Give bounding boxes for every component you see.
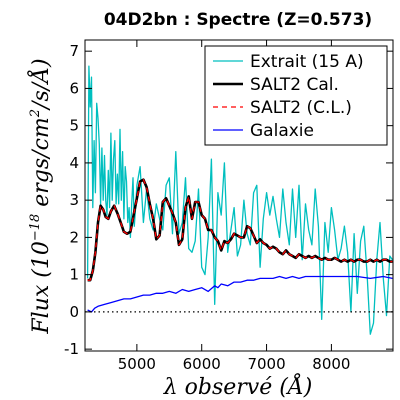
legend-box — [204, 45, 388, 146]
y-tick-label: 1 — [69, 266, 79, 284]
legend-label-2: SALT2 (C.L.) — [250, 98, 352, 118]
x-tick-label: 6000 — [183, 355, 221, 373]
legend-label-0: Extrait (15 A) — [250, 52, 364, 72]
y-tick-label: 2 — [69, 228, 79, 246]
x-tick-label: 7000 — [247, 355, 285, 373]
legend-label-1: SALT2 Cal. — [250, 75, 339, 95]
y-tick-label: 3 — [69, 191, 79, 209]
x-tick-label: 5000 — [118, 355, 156, 373]
y-axis-label: Flux (10−18 ergs/cm2/s/Å) — [26, 58, 54, 334]
series-line-1 — [87, 178, 393, 282]
y-tick-label: 5 — [69, 117, 79, 135]
x-tick-label: 8000 — [312, 355, 350, 373]
legend-label-3: Galaxie — [250, 121, 314, 141]
series-line-3 — [87, 275, 393, 313]
y-tick-label: 6 — [69, 79, 79, 97]
y-tick-label: -1 — [64, 340, 79, 358]
plot-area: 5000 6000 7000 8000 -1 0 1 2 3 4 5 6 7 — [64, 39, 394, 373]
series-layer — [86, 65, 393, 335]
y-tick-label: 4 — [69, 154, 79, 172]
y-tick-label: 7 — [69, 42, 79, 60]
x-axis-label: λ observé (Å) — [163, 372, 313, 400]
chart-title: 04D2bn : Spectre (Z=0.573) — [104, 10, 372, 30]
y-axis: -1 0 1 2 3 4 5 6 7 — [64, 42, 393, 358]
series-line-0 — [86, 65, 393, 335]
plot-frame — [84, 39, 394, 352]
y-tick-label: 0 — [69, 303, 79, 321]
x-axis: 5000 6000 7000 8000 — [118, 40, 350, 373]
legend: Extrait (15 A) SALT2 Cal. SALT2 (C.L.) Gala… — [204, 45, 388, 146]
